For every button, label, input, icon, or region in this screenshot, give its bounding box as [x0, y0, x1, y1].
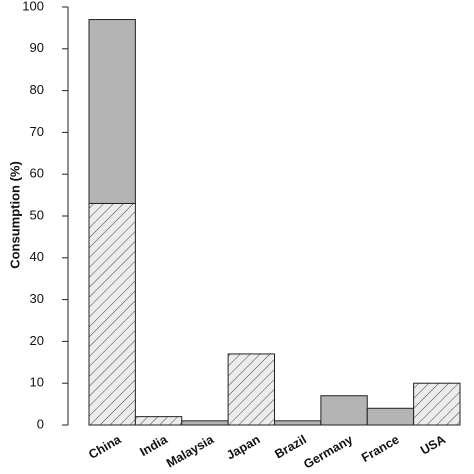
- y-axis-label: Consumption (%): [7, 161, 22, 269]
- x-tick-label: Germany: [301, 432, 355, 471]
- y-tick-label: 60: [30, 166, 44, 181]
- x-tick-label: India: [137, 432, 170, 459]
- bar-segment: [413, 382, 461, 426]
- bar-segment: [181, 420, 229, 426]
- x-tick-label: Japan: [224, 432, 262, 462]
- x-tick-label: Malaysia: [164, 432, 217, 471]
- x-tick-label: USA: [418, 432, 448, 457]
- y-tick-label: 70: [30, 124, 44, 139]
- y-tick-label: 30: [30, 291, 44, 306]
- bar-segment: [88, 19, 136, 204]
- y-tick-label: 50: [30, 207, 44, 222]
- y-tick-label: 80: [30, 82, 44, 97]
- bar-segment: [88, 202, 136, 426]
- bar-segment: [274, 420, 322, 426]
- x-tick-label: China: [86, 432, 124, 462]
- x-tick-label: France: [359, 432, 402, 465]
- y-tick-label: 10: [30, 375, 44, 390]
- bar-segment: [366, 407, 415, 426]
- y-tick-label: 90: [30, 40, 44, 55]
- y-tick-label: 100: [22, 0, 44, 13]
- y-tick-label: 20: [30, 333, 44, 348]
- bar-segment: [320, 395, 368, 426]
- y-tick-label: 0: [37, 416, 44, 431]
- y-tick-label: 40: [30, 249, 44, 264]
- bar-segment: [134, 416, 183, 426]
- bar-segment: [227, 353, 275, 426]
